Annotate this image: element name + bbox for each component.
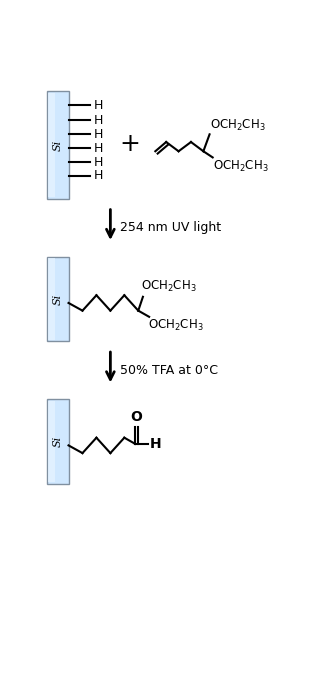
- Bar: [47, 92, 69, 199]
- Text: OCH$_2$CH$_3$: OCH$_2$CH$_3$: [210, 117, 265, 133]
- Text: 50% TFA at 0°C: 50% TFA at 0°C: [120, 364, 218, 377]
- Text: H: H: [93, 156, 103, 169]
- Text: Si: Si: [53, 436, 63, 447]
- Bar: [47, 399, 69, 484]
- Text: Si: Si: [53, 139, 63, 151]
- Text: H: H: [93, 169, 103, 182]
- Text: H: H: [93, 98, 103, 111]
- Text: OCH$_2$CH$_3$: OCH$_2$CH$_3$: [141, 279, 197, 294]
- Bar: [47, 257, 69, 342]
- Bar: [48, 258, 55, 340]
- Text: O: O: [130, 410, 142, 424]
- Text: Si: Si: [53, 294, 63, 305]
- Text: H: H: [150, 437, 162, 451]
- Bar: [48, 93, 55, 197]
- Text: OCH$_2$CH$_3$: OCH$_2$CH$_3$: [148, 318, 203, 333]
- Text: H: H: [93, 128, 103, 141]
- Bar: [48, 401, 55, 482]
- Text: H: H: [93, 114, 103, 127]
- Text: 254 nm UV light: 254 nm UV light: [120, 221, 221, 234]
- Text: OCH$_2$CH$_3$: OCH$_2$CH$_3$: [213, 159, 268, 174]
- Text: +: +: [119, 132, 140, 156]
- Text: H: H: [93, 141, 103, 154]
